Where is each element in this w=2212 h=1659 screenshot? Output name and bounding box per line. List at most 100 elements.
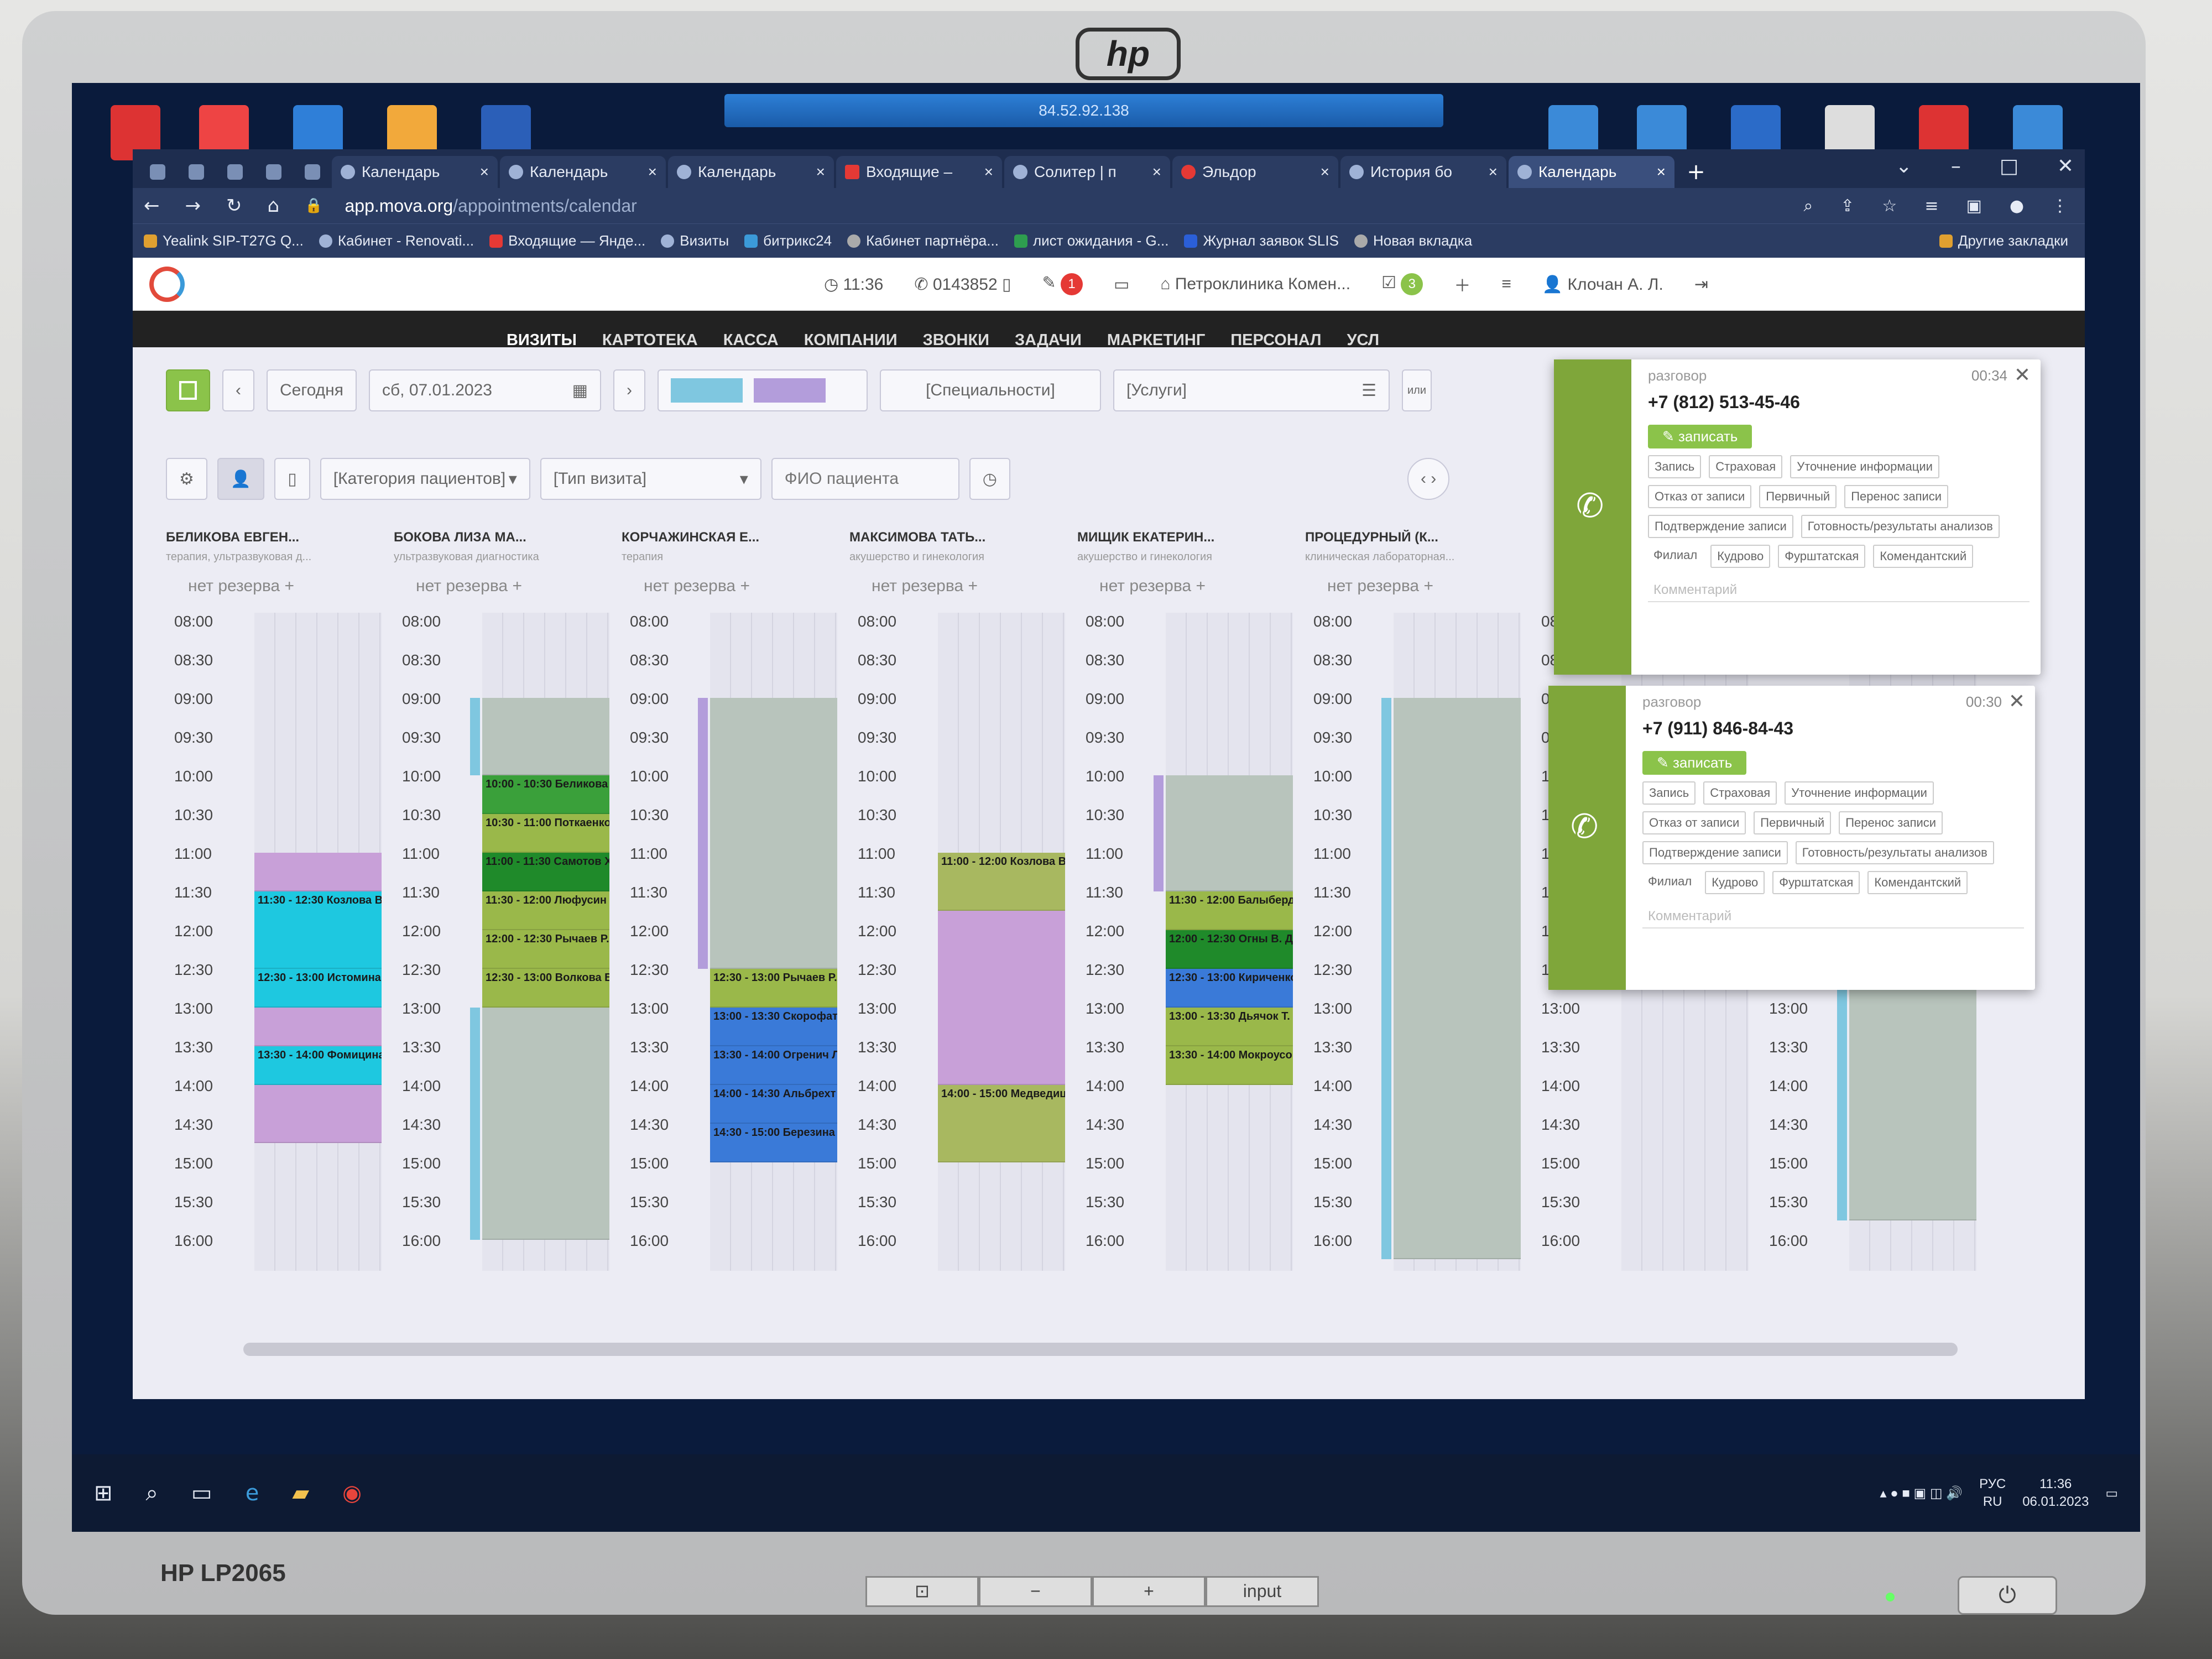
specialties-select[interactable]: [Специальности]	[879, 369, 1101, 411]
tag-button[interactable]: Подтверждение записи	[1642, 841, 1788, 864]
close-tab-icon[interactable]: ×	[1320, 163, 1329, 180]
checklist-button[interactable]: ☑ 3	[1381, 273, 1423, 295]
url-field[interactable]: app.mova.org/appointments/calendar	[345, 195, 637, 216]
pinned-tab[interactable]	[177, 156, 216, 188]
tag-button[interactable]: Страховая	[1709, 455, 1783, 478]
minimize-icon[interactable]: –	[1950, 155, 1961, 178]
chevron-down-icon[interactable]: ⌄	[1895, 155, 1912, 178]
close-tab-icon[interactable]: ×	[648, 163, 657, 180]
tag-button[interactable]: Запись	[1648, 455, 1702, 478]
header-phone[interactable]: ✆ 0143852 ▯	[914, 275, 1011, 294]
pinned-tab[interactable]	[293, 156, 332, 188]
call-comment-input[interactable]: Комментарий	[1648, 579, 2030, 602]
services-select[interactable]: [Услуги] ☰	[1113, 369, 1390, 411]
doctor-name[interactable]: МИЩИК ЕКАТЕРИН...	[1077, 530, 1215, 545]
logout-icon[interactable]: ⇥	[1694, 275, 1708, 294]
close-tab-icon[interactable]: ×	[816, 163, 825, 180]
appointment-lane[interactable]: 10:00 - 10:30 Беликова Н. Я.10:30 - 11:0…	[470, 613, 609, 1271]
tag-button[interactable]: Комендантский	[1867, 871, 1968, 894]
app-logo[interactable]	[149, 266, 185, 302]
power-button[interactable]: ⏻	[1958, 1576, 2057, 1615]
nav-visits[interactable]: ВИЗИТЫ	[506, 331, 577, 349]
pinned-tab[interactable]	[138, 156, 177, 188]
user-menu[interactable]: 👤 Клочан А. Л.	[1542, 275, 1663, 294]
tray-icons[interactable]: ▴ ● ■ ▣ ◫ 🔊	[1880, 1485, 1963, 1501]
close-icon[interactable]: ✕	[2057, 155, 2074, 178]
windows-start-icon[interactable]: ⊞	[94, 1480, 113, 1506]
browser-tab[interactable]: История бо ×	[1340, 156, 1506, 188]
task-view-icon[interactable]: ▭	[191, 1480, 212, 1506]
close-icon[interactable]: ✕	[2008, 690, 2025, 713]
schedule-block[interactable]	[254, 1085, 382, 1143]
search-icon[interactable]: ⌕	[145, 1480, 158, 1506]
appointment-block[interactable]: 13:30 - 14:00 Мокроусова...	[1166, 1046, 1293, 1085]
nav-cards[interactable]: КАРТОТЕКА	[602, 331, 698, 349]
appointment-block[interactable]: 14:30 - 15:00 Березина А. ...	[710, 1124, 837, 1162]
appointment-lane[interactable]: 11:30 - 12:00 Балыбердин...12:00 - 12:30…	[1154, 613, 1293, 1271]
tag-button[interactable]: Перенос записи	[1844, 485, 1949, 508]
sidebar-icon[interactable]: ▣	[1966, 196, 1982, 216]
notifications-icon[interactable]: ▭	[2105, 1485, 2118, 1501]
appointment-lane[interactable]: 11:30 - 12:30 Козлова В. А.12:30 - 13:00…	[254, 613, 382, 1271]
doctor-name[interactable]: КОРЧАЖИНСКАЯ Е...	[622, 530, 760, 545]
clinic-selector[interactable]: ⌂ Петроклиника Комен...	[1160, 275, 1351, 293]
taskbar-clock[interactable]: 11:36 06.01.2023	[2022, 1477, 2089, 1509]
nav-tasks[interactable]: ЗАДАЧИ	[1015, 331, 1082, 349]
monitor-button-source[interactable]: ⊡	[865, 1576, 979, 1607]
zoom-icon[interactable]: ⌕	[1803, 196, 1813, 216]
new-tab-icon[interactable]: +	[1687, 159, 1705, 185]
schedule-block[interactable]	[482, 698, 609, 775]
reserve-button[interactable]: нет резерва +	[1327, 577, 1433, 595]
appointment-block[interactable]: 13:30 - 14:00 Огренич Л. ...	[710, 1046, 837, 1085]
patient-category-select[interactable]: [Категория пациентов] ▾	[320, 458, 530, 500]
appointment-block[interactable]: 12:30 - 13:00 Рычаев Р. Н.	[710, 969, 837, 1008]
or-toggle[interactable]: или	[1401, 369, 1432, 411]
tag-button[interactable]: Фурштатская	[1772, 871, 1860, 894]
appointment-block[interactable]: 13:00 - 13:30 Дьячок Т. И.	[1166, 1008, 1293, 1046]
expand-columns-button[interactable]: ‹ ›	[1407, 458, 1450, 500]
tag-button[interactable]: Кудрово	[1710, 545, 1771, 568]
appointment-block[interactable]: 12:30 - 13:00 Кириченко ...	[1166, 969, 1293, 1008]
monitor-button-minus[interactable]: −	[979, 1576, 1092, 1607]
settings-button[interactable]: ⚙	[166, 458, 207, 500]
ie-icon[interactable]: e	[245, 1480, 259, 1506]
bookmark-item[interactable]: Yealink SIP-T27G Q...	[144, 232, 304, 249]
reserve-button[interactable]: нет резерва +	[416, 577, 522, 595]
menu-icon[interactable]: ⋮	[2052, 196, 2068, 216]
doctor-name[interactable]: БОКОВА ЛИЗА МА...	[394, 530, 526, 545]
schedule-block[interactable]	[938, 911, 1065, 1085]
appointment-block[interactable]: 13:00 - 13:30 Скорофатов...	[710, 1008, 837, 1046]
record-button[interactable]: ✎ записать	[1642, 751, 1747, 775]
tag-button[interactable]: Первичный	[1759, 485, 1837, 508]
record-button[interactable]: ✎ записать	[1648, 425, 1752, 448]
tag-button[interactable]: Уточнение информации	[1790, 455, 1939, 478]
doctor-name[interactable]: МАКСИМОВА ТАТЬ...	[849, 530, 986, 545]
tag-button[interactable]: Кудрово	[1705, 871, 1765, 894]
browser-tab[interactable]: Календарь ×	[332, 156, 498, 188]
add-icon[interactable]: ＋	[1454, 277, 1471, 295]
calendar-icon-button[interactable]	[166, 369, 210, 411]
browser-tab[interactable]: Эльдор ×	[1172, 156, 1338, 188]
other-bookmarks[interactable]: Другие закладки	[1939, 232, 2085, 249]
doctor-name[interactable]: БЕЛИКОВА ЕВГЕН...	[166, 530, 300, 545]
tag-button[interactable]: Запись	[1642, 781, 1696, 805]
appointment-lane[interactable]: 12:30 - 13:00 Рычаев Р. Н.13:00 - 13:30 …	[698, 613, 837, 1271]
color-chip-blue[interactable]	[670, 378, 743, 403]
appointment-block[interactable]: 11:00 - 11:30 Самотов Х. Р.	[482, 853, 609, 891]
appointment-block[interactable]: 11:30 - 12:00 Люфусин Д...	[482, 891, 609, 930]
browser-tab[interactable]: Солитер | п ×	[1004, 156, 1170, 188]
schedule-block[interactable]	[710, 698, 837, 969]
tag-button[interactable]: Первичный	[1754, 811, 1832, 834]
browser-tab[interactable]: Календарь ×	[668, 156, 834, 188]
doctor-view-button[interactable]: 👤	[217, 458, 265, 500]
appointment-block[interactable]: 13:30 - 14:00 Фомицина Е...	[254, 1046, 382, 1085]
tag-button[interactable]: Перенос записи	[1839, 811, 1943, 834]
appointment-block[interactable]: 12:30 - 13:00 Истомина А...	[254, 969, 382, 1008]
schedule-block[interactable]	[482, 1008, 609, 1240]
browser-tab-active[interactable]: Календарь ×	[1509, 156, 1674, 188]
browser-tab[interactable]: Входящие – ×	[836, 156, 1002, 188]
horizontal-scrollbar[interactable]	[243, 1343, 1958, 1356]
visit-type-select[interactable]: [Тип визита] ▾	[540, 458, 761, 500]
bookmark-item[interactable]: Кабинет - Renovati...	[319, 232, 474, 249]
reserve-button[interactable]: нет резерва +	[1099, 577, 1206, 595]
